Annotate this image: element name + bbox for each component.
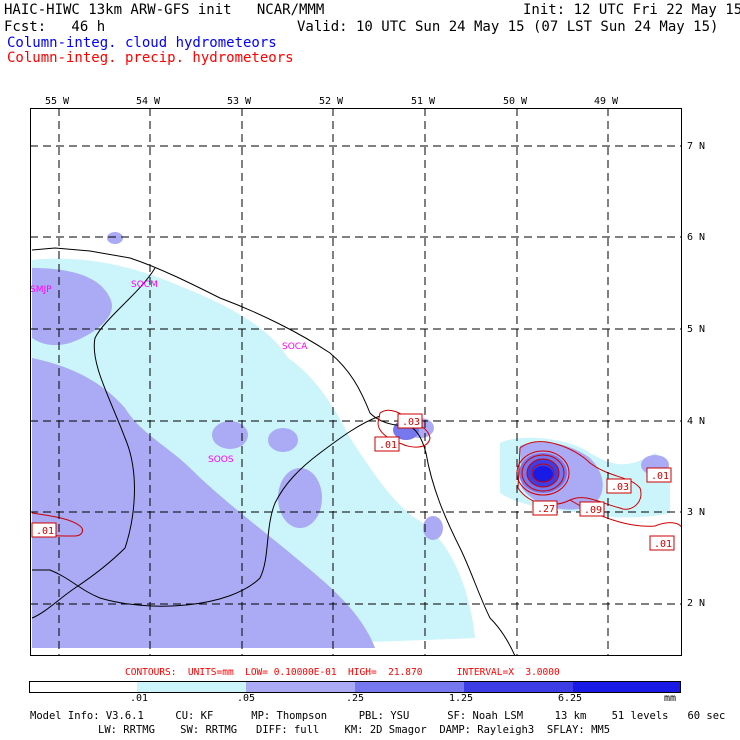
border-east [32, 415, 381, 607]
station-soca: SOCA [282, 342, 308, 352]
lat-label-4n: 4 N [687, 416, 706, 427]
colorbar-tick-2: .25 [346, 693, 365, 704]
colorbar-tick-0: .01 [130, 693, 149, 704]
contour-label-box-8 [649, 535, 675, 551]
contour-label-8: .01 [654, 539, 672, 550]
contour-label-box-4 [532, 500, 558, 516]
cloud-blob-4 [423, 516, 443, 540]
precip-contour-2 [521, 454, 565, 492]
lat-label-6n: 6 N [687, 232, 706, 243]
cloud-blob-1 [212, 421, 248, 449]
map-panel: .01 .01 .03 .27 .09 .03 .01 .01 SMJP SOC… [30, 108, 682, 656]
lon-label-53w: 53 W [227, 96, 252, 107]
lon-label-49w: 49 W [594, 96, 619, 107]
station-smjp: SMJP [30, 285, 52, 295]
colorbar-bin-6 [573, 681, 681, 693]
cloud-shading [32, 232, 670, 648]
lat-label-2n: 2 N [687, 598, 706, 609]
lon-label-55w: 55 W [45, 96, 70, 107]
lon-label-52w: 52 W [319, 96, 344, 107]
lat-lon-grid [30, 108, 682, 656]
cloud-blob-2 [278, 468, 322, 528]
colorbar [29, 681, 681, 693]
contour-label-box-1 [31, 522, 57, 538]
lat-label-7n: 7 N [687, 141, 706, 152]
precip-contour-3 [526, 458, 560, 488]
colorbar-bin-3 [246, 681, 355, 693]
colorbar-frame [29, 681, 681, 693]
colorbar-tick-3: 1.25 [449, 693, 474, 704]
colorbar-bin-5 [464, 681, 573, 693]
colorbar-bin-1 [29, 681, 137, 693]
contour-label-3: .03 [402, 417, 420, 428]
station-labels: SMJP SOCM SOCA SOOS [30, 280, 308, 465]
colorbar-tick-1: .05 [237, 693, 256, 704]
colorbar-units: mm [664, 693, 677, 704]
init-time: Init: 12 UTC Fri 22 May 15 [523, 2, 740, 18]
forecast-hour: Fcst: 46 h [4, 19, 106, 35]
contour-label-box-3 [397, 413, 423, 429]
border-west [31, 267, 156, 619]
contour-label-texts: .01 .01 .03 .27 .09 .03 .01 .01 [36, 417, 672, 550]
contour-label-2: .01 [379, 440, 397, 451]
colorbar-bin-4 [355, 681, 464, 693]
contour-label-1: .01 [36, 526, 54, 537]
lat-label-5n: 5 N [687, 324, 706, 335]
precip-contour-east [517, 441, 642, 510]
model-info-line1: Model Info: V3.6.1 CU: KF MP: Thompson P… [30, 710, 726, 722]
cloud-blob-6 [107, 232, 123, 244]
contours-info: CONTOURS: UNITS=mm LOW= 0.10000E-01 HIGH… [125, 667, 560, 678]
precip-field-label: Column-integ. precip. hydrometeors [7, 50, 294, 66]
contour-label-7: .01 [651, 471, 669, 482]
map-frame [30, 108, 682, 656]
contour-label-5: .09 [584, 505, 602, 516]
station-soos: SOOS [208, 455, 234, 465]
contour-label-box-5 [579, 501, 605, 517]
contour-label-box-7 [646, 467, 672, 483]
cloud-shade-mid-west2 [32, 368, 113, 491]
precip-contour-4 [531, 463, 555, 483]
cloud-core-inner [533, 466, 553, 482]
colorbar-tick-4: 6.25 [558, 693, 583, 704]
cloud-shade-mid-south [32, 358, 375, 648]
colorbar-bin-2 [137, 681, 246, 693]
lon-label-51w: 51 W [411, 96, 436, 107]
lat-label-3n: 3 N [687, 507, 706, 518]
map-title: HAIC-HIWC 13km ARW-GFS init NCAR/MMM [4, 2, 325, 18]
contour-label-box-6 [606, 478, 632, 494]
lon-label-54w: 54 W [136, 96, 161, 107]
contour-label-6: .03 [611, 482, 629, 493]
station-socm: SOCM [131, 280, 158, 290]
contour-label-box-2 [374, 436, 400, 452]
lon-label-50w: 50 W [503, 96, 528, 107]
cloud-shade-mid-west [32, 268, 112, 346]
contour-label-boxes [31, 413, 675, 551]
contour-label-4: .27 [537, 504, 555, 515]
cloud-blob-5 [268, 428, 298, 452]
model-info-line2: LW: RRTMG SW: RRTMG DIFF: full KM: 2D Sm… [98, 724, 611, 736]
valid-time: Valid: 10 UTC Sun 24 May 15 (07 LST Sun … [297, 19, 719, 35]
cloud-field-label: Column-integ. cloud hydrometeors [7, 35, 277, 51]
